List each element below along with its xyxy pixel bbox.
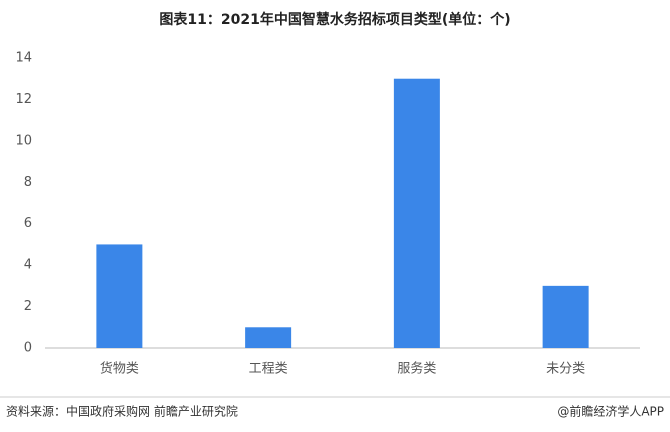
chart-title: 图表11：2021年中国智慧水务招标项目类型(单位：个) bbox=[159, 11, 510, 28]
credit: @前瞻经济学人APP bbox=[557, 404, 664, 419]
y-tick-label: 0 bbox=[24, 341, 32, 356]
y-tick-label: 12 bbox=[15, 92, 32, 107]
bar bbox=[96, 244, 143, 348]
y-tick-label: 14 bbox=[15, 51, 32, 66]
bar bbox=[542, 285, 589, 348]
x-tick-label: 服务类 bbox=[397, 361, 436, 377]
x-tick-label: 未分类 bbox=[546, 362, 585, 377]
x-tick-label: 货物类 bbox=[100, 361, 139, 377]
y-tick-label: 8 bbox=[24, 175, 32, 190]
y-tick-label: 10 bbox=[15, 133, 32, 148]
x-tick-label: 工程类 bbox=[249, 362, 288, 377]
y-tick-label: 6 bbox=[24, 216, 32, 231]
source: 资料来源：中国政府采购网 前瞻产业研究院 bbox=[6, 404, 238, 419]
bar bbox=[393, 78, 440, 348]
y-tick-label: 4 bbox=[24, 258, 32, 273]
bar bbox=[245, 327, 292, 348]
y-tick-label: 2 bbox=[24, 299, 32, 314]
